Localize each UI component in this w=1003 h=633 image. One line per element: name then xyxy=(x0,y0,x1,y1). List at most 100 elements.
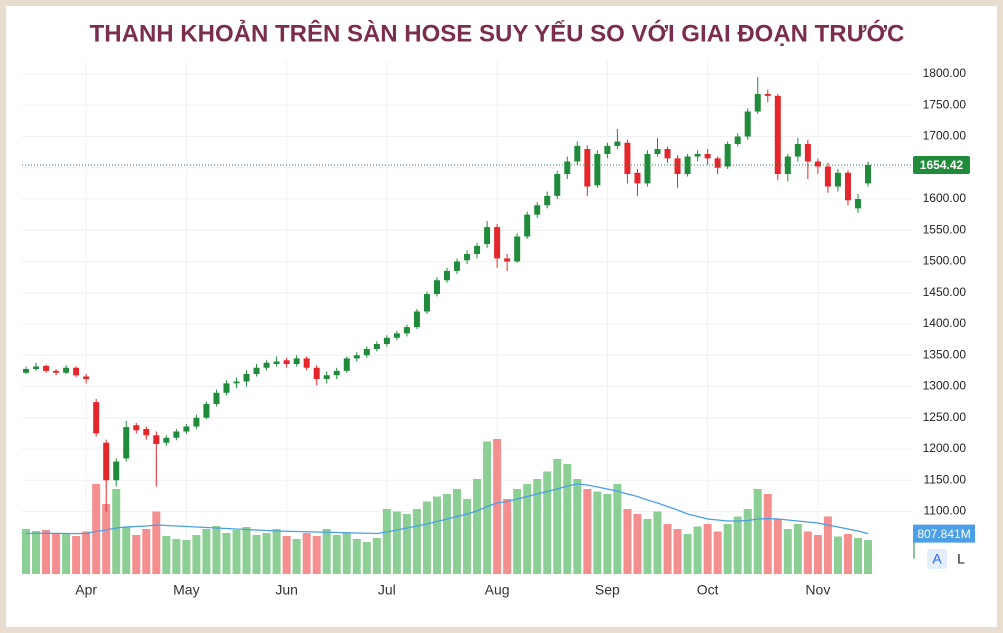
candle-body xyxy=(624,142,631,174)
candle-body xyxy=(604,145,611,154)
candle-body xyxy=(694,154,701,157)
volume-ma-line xyxy=(25,483,869,535)
x-tick-label: Nov xyxy=(805,582,830,598)
y-tick-label: 1400.00 xyxy=(923,316,967,330)
candle-body xyxy=(133,425,140,431)
x-tick-label: Sep xyxy=(595,582,620,598)
volume-bar xyxy=(813,535,822,574)
candle-body xyxy=(634,172,641,184)
volume-bar xyxy=(152,511,161,574)
volume-bar xyxy=(713,531,722,574)
volume-bar xyxy=(593,491,602,574)
volume-bar xyxy=(92,484,101,574)
candle-body xyxy=(594,154,601,186)
candle-body xyxy=(804,144,811,162)
candle-body xyxy=(353,355,360,359)
volume-bar xyxy=(282,536,291,574)
volume-bar xyxy=(583,489,592,574)
y-tick-label: 1750.00 xyxy=(923,97,967,111)
candle-body xyxy=(213,392,220,404)
volume-bar xyxy=(422,501,431,574)
x-tick-label: Apr xyxy=(75,582,97,598)
volume-bar xyxy=(553,459,562,574)
volume-bar xyxy=(803,531,812,574)
scale-button-label[interactable]: L xyxy=(957,551,965,567)
volume-bar xyxy=(382,509,391,574)
volume-ma-label: 807.841M xyxy=(917,527,970,541)
candle-body xyxy=(744,111,751,137)
volume-bar xyxy=(322,529,331,574)
y-tick-label: 1800.00 xyxy=(923,66,967,80)
candle-body xyxy=(574,145,581,162)
candle-body xyxy=(323,375,330,379)
candle-body xyxy=(143,429,150,436)
candle-body xyxy=(684,156,691,174)
volume-bar xyxy=(613,484,622,574)
volume-bar xyxy=(663,524,672,574)
candle-body xyxy=(273,361,280,364)
volume-bar xyxy=(42,530,51,574)
volume-bar xyxy=(843,534,852,574)
candle-body xyxy=(454,261,461,271)
scale-button[interactable] xyxy=(927,549,947,569)
candle-body xyxy=(103,442,110,481)
volume-bar xyxy=(302,533,311,574)
y-tick-label: 1450.00 xyxy=(923,285,967,299)
candle-body xyxy=(534,205,541,215)
scale-button[interactable] xyxy=(951,549,971,569)
x-tick-label: Oct xyxy=(697,582,719,598)
volume-bar xyxy=(82,531,91,574)
candle-body xyxy=(714,158,721,168)
volume-bar xyxy=(783,529,792,574)
candle-body xyxy=(674,158,681,174)
candle-body xyxy=(93,402,100,434)
candle-body xyxy=(794,144,801,157)
volume-bar xyxy=(142,529,151,574)
volume-bar xyxy=(52,533,61,574)
candle-body xyxy=(233,381,240,384)
candle-body xyxy=(313,367,320,379)
volume-bar xyxy=(753,489,762,574)
volume-bar xyxy=(523,484,532,574)
volume-bar xyxy=(402,514,411,574)
volume-bar xyxy=(132,535,141,574)
y-tick-label: 1250.00 xyxy=(923,410,967,424)
candle-body xyxy=(494,227,501,259)
volume-bar xyxy=(563,464,572,574)
candle-body xyxy=(423,294,430,312)
volume-bar xyxy=(513,489,522,574)
volume-bar xyxy=(262,533,271,574)
candle-body xyxy=(333,370,340,376)
volume-bar xyxy=(272,529,281,574)
candle-body xyxy=(33,366,40,369)
candle-body xyxy=(283,360,290,364)
candle-body xyxy=(83,376,90,379)
volume-bar xyxy=(432,496,441,574)
candle-body xyxy=(654,149,661,154)
volume-bar xyxy=(122,526,131,574)
volume-bar xyxy=(72,536,81,574)
volume-bar xyxy=(833,536,842,574)
volume-bar xyxy=(62,534,71,574)
volume-bar xyxy=(162,536,171,574)
candle-body xyxy=(764,94,771,96)
candle-body xyxy=(644,154,651,184)
volume-bar xyxy=(693,526,702,574)
candle-body xyxy=(383,337,390,344)
scale-button-label[interactable]: A xyxy=(932,551,942,567)
volume-bar xyxy=(453,489,462,574)
volume-bar xyxy=(763,494,772,574)
y-tick-label: 1200.00 xyxy=(923,441,967,455)
candle-body xyxy=(53,370,60,373)
volume-bar xyxy=(443,494,451,574)
volume-bar xyxy=(292,539,301,574)
volume-bar xyxy=(192,535,201,574)
candle-body xyxy=(123,427,130,459)
y-tick-label: 1100.00 xyxy=(924,504,967,518)
y-tick-label: 1500.00 xyxy=(923,254,967,268)
candle-body xyxy=(524,214,531,237)
candle-body xyxy=(363,349,370,356)
volume-bar xyxy=(112,489,121,574)
volume-bar xyxy=(342,533,351,574)
volume-bar xyxy=(372,538,381,574)
